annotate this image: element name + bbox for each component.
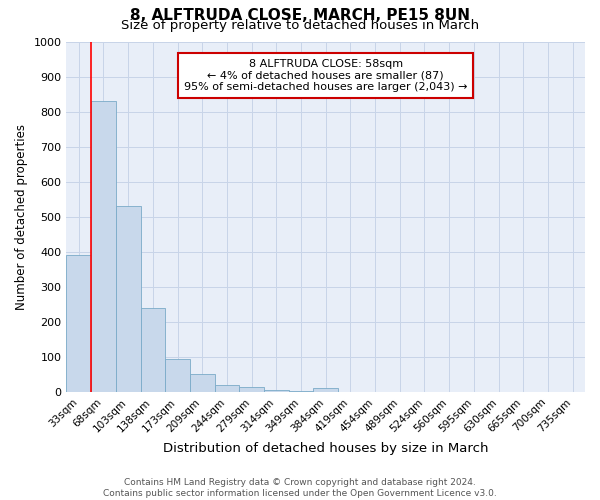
Bar: [289, 391, 313, 392]
Text: 8, ALFTRUDA CLOSE, MARCH, PE15 8UN: 8, ALFTRUDA CLOSE, MARCH, PE15 8UN: [130, 8, 470, 22]
Bar: [215, 385, 239, 392]
Bar: [313, 388, 338, 392]
Bar: [67, 256, 91, 392]
Bar: [239, 388, 264, 392]
Text: Contains HM Land Registry data © Crown copyright and database right 2024.
Contai: Contains HM Land Registry data © Crown c…: [103, 478, 497, 498]
Bar: [140, 308, 165, 392]
Bar: [91, 101, 116, 392]
Bar: [165, 358, 190, 392]
Bar: [264, 390, 289, 392]
Y-axis label: Number of detached properties: Number of detached properties: [15, 124, 28, 310]
Text: Size of property relative to detached houses in March: Size of property relative to detached ho…: [121, 19, 479, 32]
Text: 8 ALFTRUDA CLOSE: 58sqm
← 4% of detached houses are smaller (87)
95% of semi-det: 8 ALFTRUDA CLOSE: 58sqm ← 4% of detached…: [184, 59, 467, 92]
Bar: [190, 374, 215, 392]
X-axis label: Distribution of detached houses by size in March: Distribution of detached houses by size …: [163, 442, 488, 455]
Bar: [116, 206, 140, 392]
